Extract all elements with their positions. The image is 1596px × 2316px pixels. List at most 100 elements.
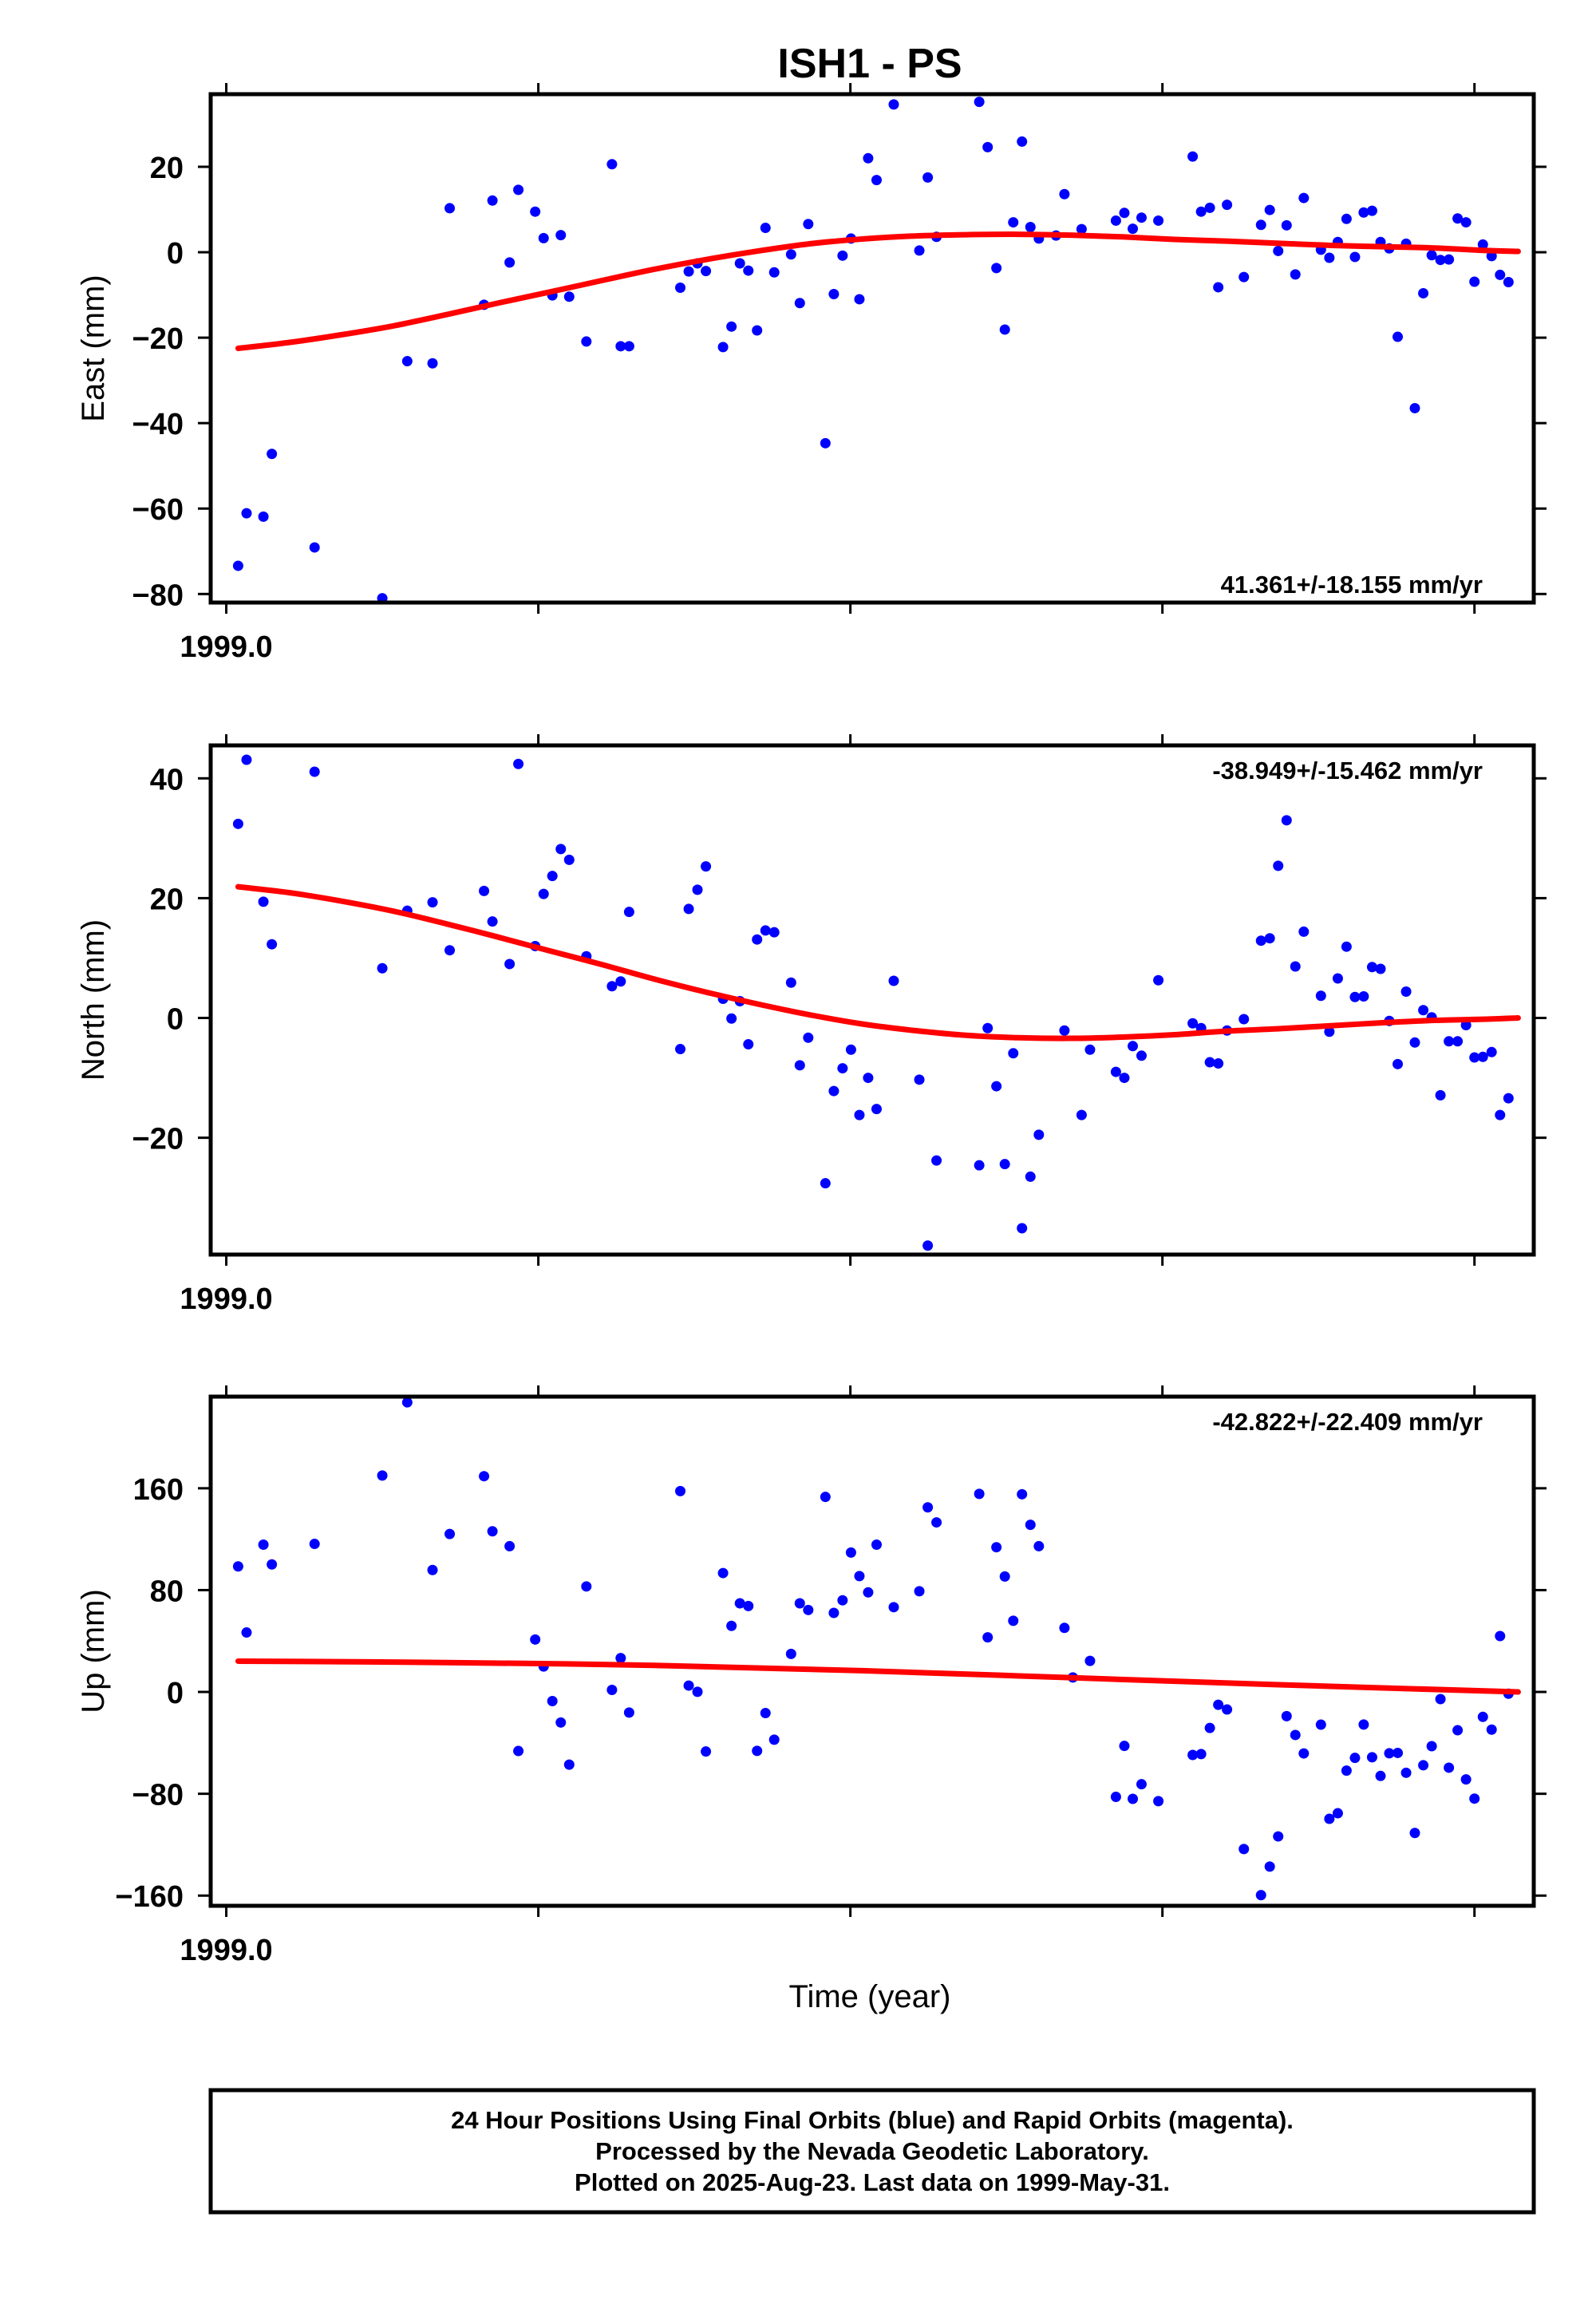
north-data-point: [760, 925, 771, 936]
east-data-point: [1059, 188, 1070, 200]
east-data-point: [513, 184, 524, 196]
up-data-point: [922, 1502, 934, 1513]
up-data-point: [1204, 1722, 1215, 1733]
east-data-point: [726, 321, 737, 332]
x-tick-label: 1999.0: [180, 630, 272, 664]
up-data-point: [914, 1586, 925, 1597]
north-data-point: [683, 903, 694, 915]
up-data-point: [241, 1627, 252, 1638]
north-data-point: [1281, 815, 1292, 826]
up-data-point: [1119, 1741, 1130, 1752]
y-tick-label: −160: [115, 1880, 184, 1914]
y-tick-label: −80: [132, 579, 184, 612]
y-tick-label: 0: [167, 237, 184, 271]
north-data-point: [1349, 991, 1361, 1002]
north-data-point: [1264, 933, 1275, 944]
up-data-point: [232, 1561, 243, 1572]
north-data-point: [1324, 1026, 1335, 1037]
north-data-point: [1153, 974, 1164, 986]
east-data-point: [1349, 251, 1361, 263]
north-data-point: [888, 975, 899, 986]
up-data-point: [1213, 1699, 1224, 1710]
east-data-point: [563, 291, 575, 302]
up-data-point: [1400, 1767, 1412, 1778]
up-data-point: [1409, 1828, 1420, 1839]
north-data-layer: [232, 754, 1521, 1251]
up-data-point: [1110, 1791, 1121, 1802]
north-fit-curve: [235, 883, 1521, 1041]
east-data-point: [768, 267, 780, 278]
y-tick-label: −20: [132, 322, 184, 356]
north-data-point: [487, 916, 498, 927]
up-data-point: [1017, 1488, 1028, 1500]
north-data-point: [267, 939, 278, 950]
east-data-point: [1426, 250, 1437, 261]
up-data-point: [1341, 1765, 1352, 1777]
east-data-point: [1324, 252, 1335, 263]
east-data-point: [1452, 213, 1464, 224]
east-data-point: [1418, 287, 1429, 298]
up-data-point: [1025, 1520, 1036, 1531]
y-tick-label: 20: [150, 883, 184, 916]
east-data-point: [1358, 207, 1369, 218]
up-data-point: [820, 1492, 831, 1503]
up-data-point: [1332, 1808, 1343, 1819]
up-data-point: [1349, 1753, 1361, 1764]
east-data-point: [581, 336, 592, 347]
north-data-point: [1059, 1025, 1070, 1036]
north-rate-annotation: -38.949+/-15.462 mm/yr: [1212, 757, 1483, 785]
up-data-point: [1298, 1748, 1310, 1759]
up-data-point: [828, 1607, 839, 1618]
north-data-point: [785, 977, 796, 988]
north-data-point: [1332, 973, 1343, 984]
up-fit-curve: [235, 1658, 1521, 1695]
up-data-point: [606, 1684, 618, 1695]
up-data-point: [863, 1587, 874, 1598]
y-tick-label: 0: [167, 1677, 184, 1710]
up-data-point: [1460, 1774, 1472, 1785]
up-data-point: [1452, 1725, 1464, 1736]
up-data-layer: [232, 1397, 1521, 1901]
east-data-point: [1290, 269, 1301, 280]
up-data-point: [267, 1559, 278, 1570]
east-data-point: [401, 356, 413, 367]
east-data-point: [1110, 215, 1121, 226]
north-panel: 1999.0 −20 0 20 40 North (mm) -38.949+/-15.462…: [76, 734, 1547, 1316]
north-data-point: [1400, 986, 1412, 997]
east-data-point: [1341, 213, 1352, 224]
east-data-point: [1008, 217, 1019, 228]
east-data-point: [1460, 217, 1472, 228]
east-data-point: [717, 342, 729, 353]
north-data-point: [1076, 1109, 1087, 1120]
up-data-point: [309, 1539, 320, 1550]
up-data-point: [837, 1595, 848, 1606]
north-data-point: [1435, 1089, 1446, 1101]
north-y-axis-label: North (mm): [76, 919, 111, 1081]
east-data-point: [1281, 219, 1292, 231]
up-data-point: [717, 1567, 729, 1579]
east-data-point: [863, 152, 874, 164]
east-data-point: [487, 195, 498, 206]
up-data-point: [675, 1485, 686, 1496]
north-data-point: [1366, 962, 1377, 973]
x-axis-label: Time (year): [789, 1979, 951, 2014]
up-data-point: [1084, 1655, 1096, 1666]
north-data-point: [1273, 860, 1284, 871]
east-data-point: [538, 232, 549, 243]
east-data-point: [1213, 282, 1224, 293]
east-data-point: [1195, 206, 1207, 217]
east-data-point: [743, 265, 754, 276]
east-data-point: [752, 325, 763, 336]
footer-line-2: Processed by the Nevada Geodetic Laborat…: [595, 2137, 1149, 2165]
up-data-point: [1469, 1793, 1480, 1804]
footer-line-1: 24 Hour Positions Using Final Orbits (bl…: [451, 2106, 1294, 2134]
north-data-point: [1033, 1129, 1045, 1140]
north-data-point: [1469, 1052, 1480, 1063]
footer-box: [208, 2088, 1536, 2215]
east-data-point: [555, 230, 567, 241]
east-panel: 1999.0 −80 −60 −40 −20 0 20 East (mm) 41.361+/-1…: [76, 83, 1547, 664]
east-data-point: [675, 282, 686, 293]
north-data-point: [1503, 1093, 1514, 1104]
up-data-point: [563, 1759, 575, 1770]
up-data-point: [530, 1634, 541, 1645]
